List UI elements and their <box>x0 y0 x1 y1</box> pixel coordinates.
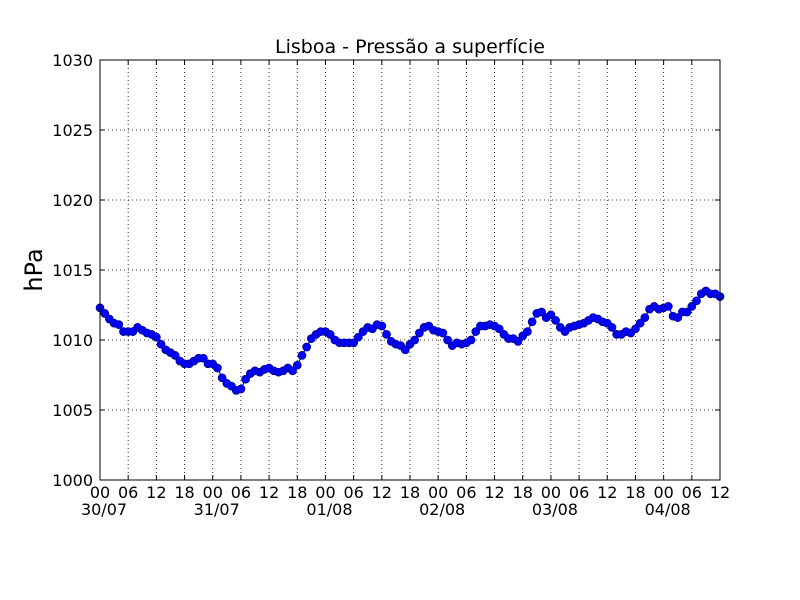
grid-lines <box>100 60 720 480</box>
x-tick-label: 00 <box>203 483 223 502</box>
data-point <box>241 374 250 384</box>
data-point <box>377 321 387 331</box>
data-point <box>353 332 363 342</box>
x-tick-label: 06 <box>231 483 251 502</box>
data-point <box>537 307 546 317</box>
y-tick-label: 1030 <box>52 51 93 70</box>
y-tick-label: 1000 <box>52 471 93 490</box>
x-tick-label: 00 <box>90 483 110 502</box>
x-tick-label: 00 <box>428 483 448 502</box>
x-tick-label: 18 <box>287 483 307 502</box>
data-point <box>213 363 222 373</box>
x-date-label: 04/08 <box>645 500 691 519</box>
x-tick-label: 18 <box>513 483 533 502</box>
data-point <box>217 373 227 383</box>
data-point <box>466 335 476 345</box>
data-point <box>292 360 302 370</box>
x-date-label: 30/07 <box>81 500 127 519</box>
data-point <box>494 324 504 334</box>
x-tick-label: 00 <box>541 483 561 502</box>
x-tick-label: 00 <box>653 483 673 502</box>
x-tick-label: 12 <box>259 483 279 502</box>
y-tick-label: 1020 <box>52 191 93 210</box>
data-point <box>682 307 692 317</box>
data-point <box>523 327 532 336</box>
x-date-label: 03/08 <box>532 500 578 519</box>
x-tick-label: 06 <box>118 483 138 502</box>
y-tick-label: 1025 <box>52 121 93 140</box>
x-tick-label: 12 <box>372 483 392 502</box>
data-point <box>302 342 312 352</box>
data-point <box>170 351 180 360</box>
data-point <box>349 338 358 348</box>
x-tick-label: 12 <box>597 483 617 502</box>
axis-ticks <box>99 59 721 481</box>
data-point <box>640 313 650 322</box>
data-point <box>152 332 161 342</box>
y-axis-label: hPa <box>20 248 48 291</box>
data-point <box>443 335 452 345</box>
data-point <box>114 320 124 329</box>
x-tick-label: 18 <box>625 483 645 502</box>
x-tick-label: 18 <box>174 483 194 502</box>
x-tick-label: 06 <box>569 483 589 502</box>
data-point <box>198 353 208 363</box>
x-tick-label: 18 <box>400 483 420 502</box>
x-tick-label: 06 <box>682 483 702 502</box>
data-point <box>400 345 410 355</box>
data-point <box>673 313 683 322</box>
y-tick-label: 1010 <box>52 331 93 350</box>
x-tick-label: 12 <box>710 483 730 502</box>
data-point <box>546 310 556 320</box>
data-point <box>100 309 110 318</box>
x-tick-label: 12 <box>484 483 504 502</box>
data-point <box>288 366 297 376</box>
x-tick-label: 06 <box>456 483 476 502</box>
y-tick-label: 1005 <box>52 401 93 420</box>
data-point <box>631 324 640 334</box>
data-point <box>382 330 391 339</box>
data-point <box>551 316 560 325</box>
data-point <box>513 337 523 346</box>
data-point <box>663 302 673 311</box>
y-tick-label: 1015 <box>52 261 93 280</box>
data-point <box>297 351 307 360</box>
data-point <box>527 317 537 327</box>
x-date-label: 31/07 <box>194 500 240 519</box>
data-point <box>607 323 617 332</box>
data-point <box>692 296 701 306</box>
x-tick-label: 06 <box>343 483 363 502</box>
series-pressure <box>95 286 725 395</box>
x-date-label: 02/08 <box>419 500 465 519</box>
x-tick-label: 12 <box>146 483 166 502</box>
chart-title: Lisboa - Pressão a superfície <box>275 36 545 58</box>
data-point <box>635 318 645 328</box>
data-point <box>410 335 420 345</box>
data-point <box>471 327 481 336</box>
data-point <box>325 330 335 339</box>
x-date-label: 01/08 <box>306 500 352 519</box>
x-tick-label: 00 <box>315 483 335 502</box>
data-point <box>415 328 424 338</box>
data-point <box>687 302 697 311</box>
axis-tick-labels: 1000 1005 1010 1015 1020 1025 1030 00 06 12 18 00 06… <box>52 51 730 519</box>
data-point <box>236 384 246 394</box>
data-point <box>438 328 448 338</box>
data-point <box>156 339 166 349</box>
